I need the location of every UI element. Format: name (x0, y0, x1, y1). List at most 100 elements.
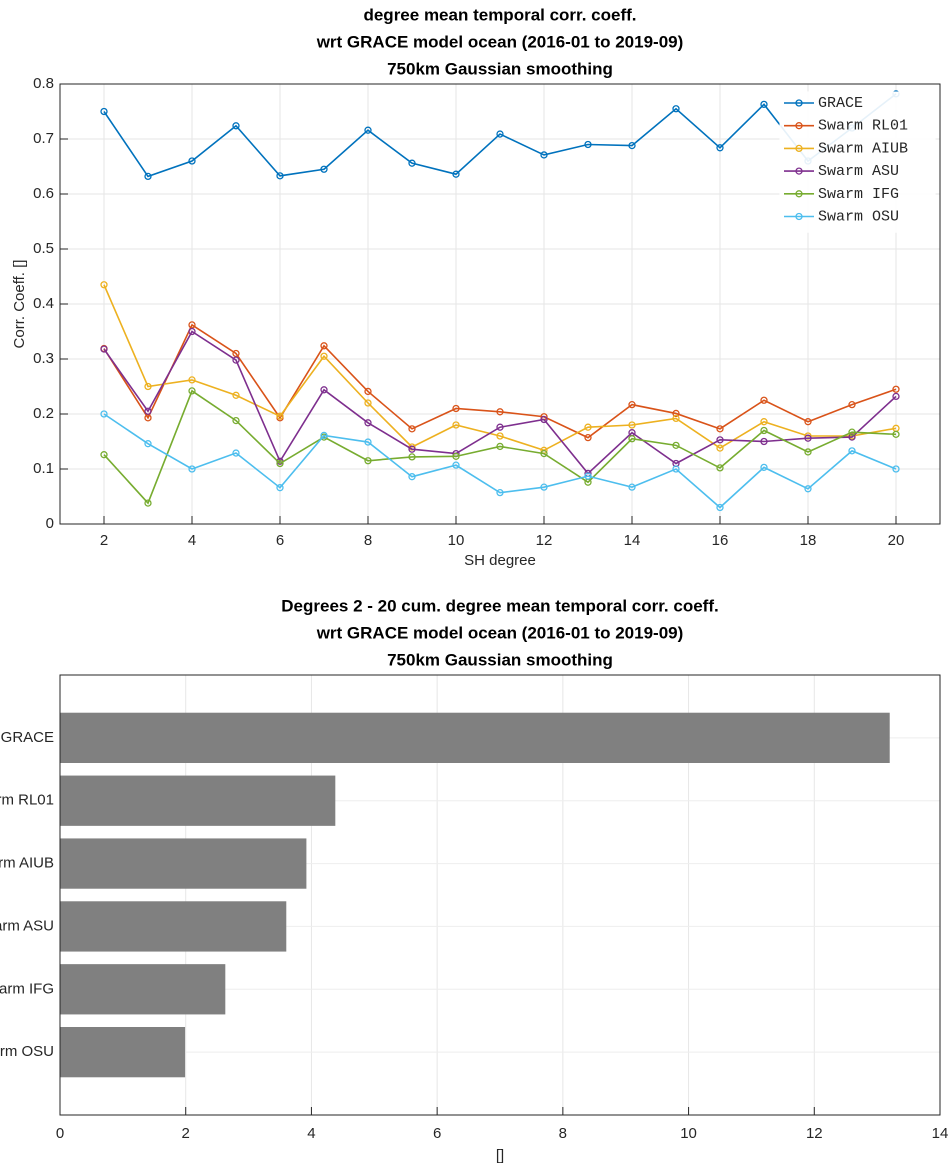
data-point (496, 423, 504, 431)
data-point (628, 483, 636, 491)
data-point (100, 107, 108, 116)
data-point (672, 414, 680, 423)
data-point (364, 399, 372, 407)
data-point (232, 416, 240, 425)
legend-label: Swarm AIUB (818, 140, 908, 157)
legend-marker (795, 99, 803, 107)
y-tick-label: 0.7 (33, 130, 54, 147)
data-point (892, 465, 900, 473)
data-point (496, 130, 504, 138)
data-point (144, 172, 152, 181)
data-point (100, 345, 108, 353)
data-point (496, 432, 504, 440)
x-tick-label: 6 (433, 1125, 441, 1142)
data-point (760, 426, 768, 435)
data-point (144, 407, 152, 415)
data-point (364, 126, 372, 134)
data-point (320, 165, 328, 173)
legend-marker (795, 190, 803, 198)
y-tick-label: 0.6 (33, 185, 54, 202)
legend-marker (795, 144, 803, 153)
data-point (716, 464, 724, 472)
data-point (100, 410, 108, 418)
bar (60, 901, 287, 952)
data-point (892, 392, 900, 401)
legend-label: Swarm RL01 (818, 118, 908, 135)
data-point (496, 442, 504, 451)
data-point (320, 386, 328, 394)
series-line (103, 330, 897, 475)
data-point (716, 436, 724, 444)
series-line (103, 413, 897, 509)
x-tick-label: 0 (56, 1125, 64, 1142)
x-axis-label: [] (496, 1147, 504, 1164)
legend-label: Swarm ASU (818, 163, 899, 180)
data-point (276, 412, 284, 420)
x-tick-label: 4 (188, 532, 196, 549)
y-tick-label: GRACE (1, 729, 54, 746)
data-point (276, 172, 284, 180)
chart-title: wrt GRACE model ocean (2016-01 to 2019-0… (316, 32, 684, 51)
data-point (540, 449, 548, 458)
y-tick-label: 0.1 (33, 460, 54, 477)
data-point (628, 421, 636, 429)
y-tick-label: 0.4 (33, 295, 54, 312)
data-point (452, 421, 460, 429)
data-point (760, 396, 768, 404)
x-tick-label: 16 (712, 532, 729, 549)
data-point (188, 376, 196, 384)
data-point (804, 485, 812, 493)
legend-label: Swarm OSU (818, 208, 899, 225)
data-point (848, 447, 856, 455)
data-point (672, 409, 680, 418)
data-point (584, 140, 592, 149)
data-point (540, 151, 548, 159)
y-tick-label: Swarm IFG (0, 980, 54, 997)
legend-marker (795, 212, 803, 221)
data-point (320, 342, 328, 350)
data-point (188, 387, 196, 395)
legend-box (779, 91, 936, 233)
x-tick-label: 20 (888, 532, 905, 549)
data-point (496, 408, 504, 416)
series-line (103, 93, 897, 178)
x-tick-label: 4 (307, 1125, 315, 1142)
data-point (848, 433, 856, 441)
data-point (408, 445, 416, 453)
x-tick-label: 8 (559, 1125, 567, 1142)
x-tick-label: 2 (100, 532, 108, 549)
data-point (848, 400, 856, 409)
data-point (452, 461, 460, 469)
plot-frame (59, 83, 941, 525)
data-point (100, 281, 108, 289)
data-point (100, 451, 108, 459)
data-point (892, 385, 900, 393)
bar (60, 838, 307, 889)
data-point (364, 387, 372, 396)
data-point (760, 100, 768, 108)
data-point (804, 434, 812, 442)
y-tick-label: 0.3 (33, 350, 54, 367)
series-line (103, 284, 897, 452)
y-tick-label: Swarm ASU (0, 917, 54, 934)
data-point (628, 141, 636, 150)
data-point (804, 418, 812, 426)
y-tick-label: Swarm RL01 (0, 792, 54, 809)
data-point (848, 428, 856, 436)
x-tick-label: 12 (806, 1125, 823, 1142)
data-point (276, 484, 284, 492)
bar (60, 712, 890, 763)
data-point (276, 459, 284, 468)
data-point (188, 327, 196, 336)
chart-title: 750km Gaussian smoothing (387, 650, 613, 669)
data-point (892, 430, 900, 439)
data-point (232, 122, 240, 130)
y-tick-label: Swarm OSU (0, 1043, 54, 1060)
data-point (804, 448, 812, 456)
data-point (232, 391, 240, 399)
data-point (452, 170, 460, 178)
data-point (628, 400, 636, 409)
data-point (540, 415, 548, 424)
data-point (452, 452, 460, 461)
legend-label: GRACE (818, 95, 863, 112)
